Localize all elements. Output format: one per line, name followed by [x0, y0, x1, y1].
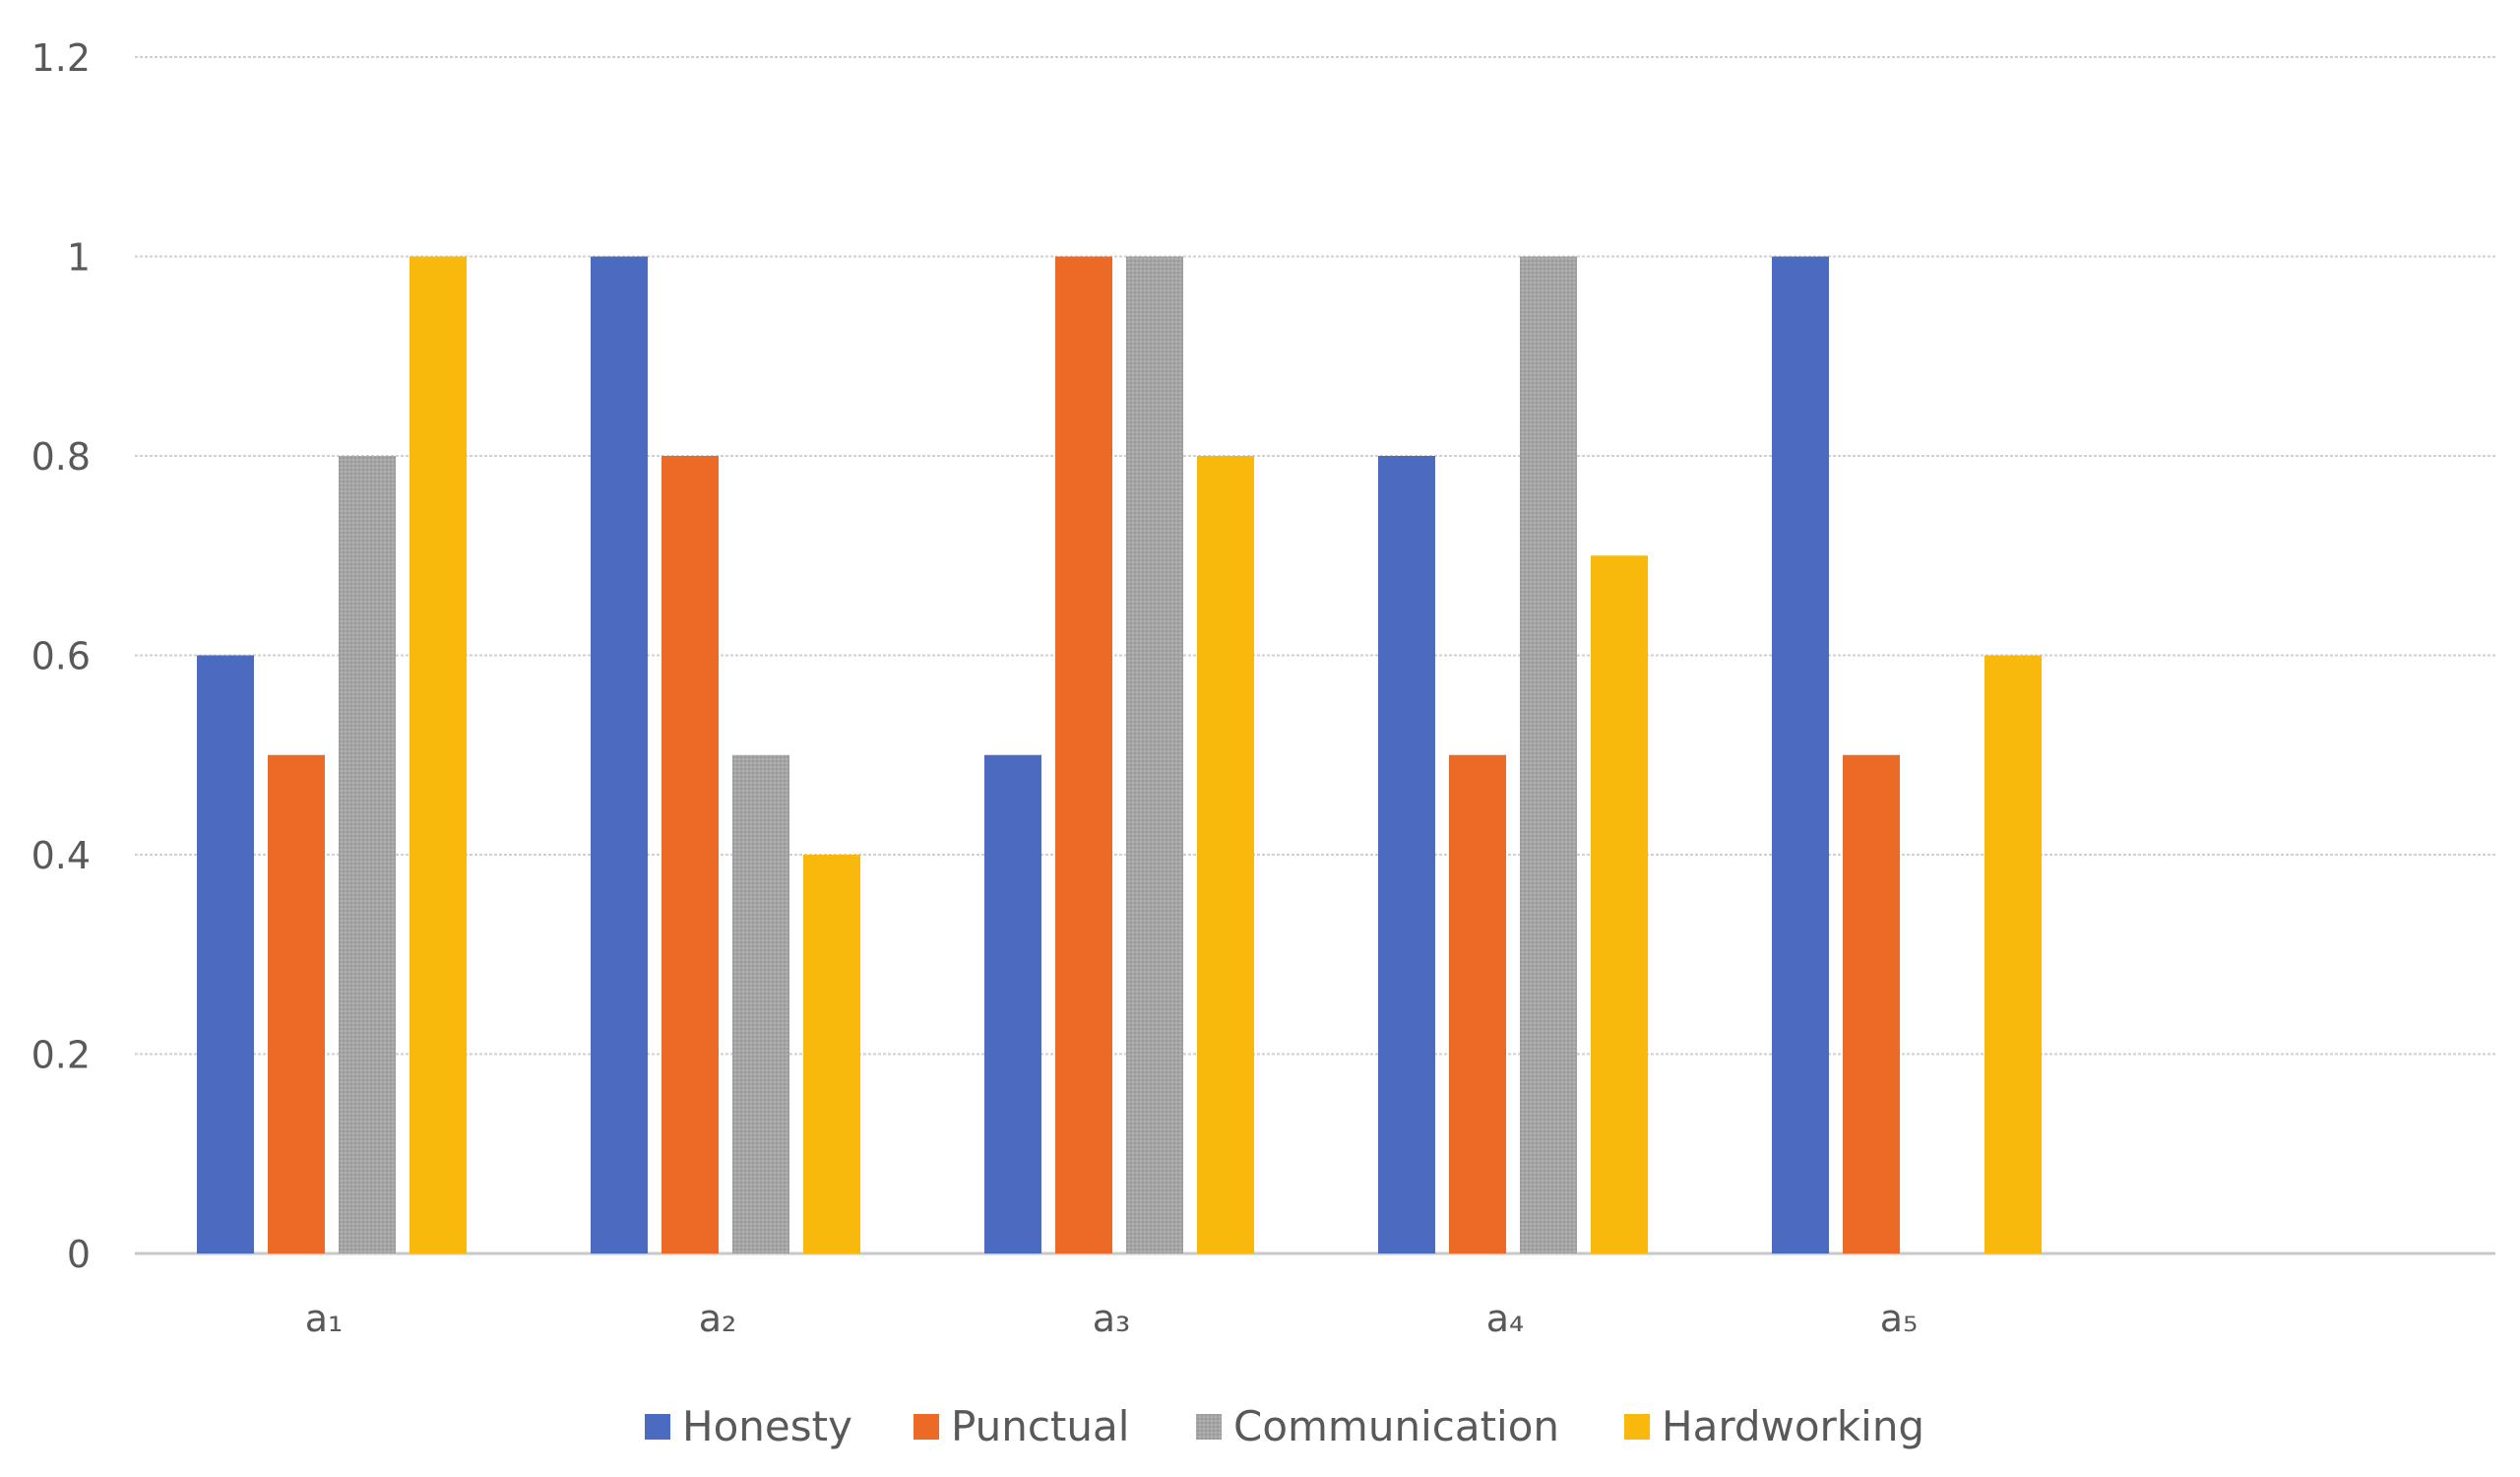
x-tick-label: a₅ [1880, 1297, 1919, 1340]
legend-label: Hardworking [1662, 1402, 1924, 1450]
bar-hardworking [1197, 456, 1254, 1253]
legend-swatch [1196, 1414, 1222, 1440]
bar-hardworking [1591, 555, 1648, 1253]
legend-label: Communication [1233, 1402, 1559, 1450]
legend: Honesty Punctual Communication Hardworking [645, 1402, 1924, 1450]
legend-label: Honesty [682, 1402, 852, 1450]
y-tick-label: 0.2 [32, 1034, 91, 1077]
bar-hardworking [410, 256, 467, 1253]
bar-hardworking [803, 855, 860, 1253]
y-tick-label: 0.6 [32, 635, 91, 678]
bar-honesty [197, 655, 254, 1253]
x-axis-ticks: a₁ a₂ a₃ a₄ a₅ [305, 1297, 1919, 1340]
bar-punctual [1843, 754, 1900, 1253]
bar-group [197, 256, 467, 1253]
legend-item: Punctual [914, 1402, 1129, 1450]
legend-label: Punctual [951, 1402, 1129, 1450]
legend-item: Hardworking [1624, 1402, 1924, 1450]
legend-item: Honesty [645, 1402, 852, 1450]
bar-punctual [268, 754, 325, 1253]
x-tick-label: a₂ [699, 1297, 737, 1340]
bar-group [591, 256, 860, 1253]
bar-punctual [1449, 754, 1506, 1253]
gridlines [135, 56, 2495, 1255]
bars [197, 256, 2042, 1253]
y-tick-label: 1.2 [32, 36, 91, 80]
legend-swatch [645, 1414, 670, 1440]
bar-honesty [591, 256, 648, 1253]
bar-punctual [662, 456, 719, 1253]
bar-communication [1520, 256, 1577, 1253]
bar-communication [339, 456, 396, 1253]
legend-item: Communication [1196, 1402, 1559, 1450]
bar-honesty [1378, 456, 1435, 1253]
y-tick-label: 0.8 [32, 435, 91, 479]
bar-honesty [984, 754, 1041, 1253]
bar-communication [1126, 256, 1183, 1253]
bar-group [984, 256, 1254, 1253]
bar-communication [732, 754, 789, 1253]
legend-swatch [1624, 1414, 1650, 1440]
bar-hardworking [1984, 655, 2042, 1253]
y-tick-label: 0 [67, 1233, 91, 1276]
y-tick-label: 1 [67, 236, 91, 280]
y-axis-ticks: 0 0.2 0.4 0.6 0.8 1 1.2 [32, 36, 91, 1276]
bar-punctual [1055, 256, 1112, 1253]
x-tick-label: a₁ [305, 1297, 344, 1340]
bar-group [1772, 256, 2042, 1253]
legend-swatch [914, 1414, 939, 1440]
x-tick-label: a₃ [1093, 1297, 1131, 1340]
bar-group [1378, 256, 1648, 1253]
x-tick-label: a₄ [1486, 1297, 1525, 1340]
y-tick-label: 0.4 [32, 834, 91, 877]
bar-honesty [1772, 256, 1829, 1253]
